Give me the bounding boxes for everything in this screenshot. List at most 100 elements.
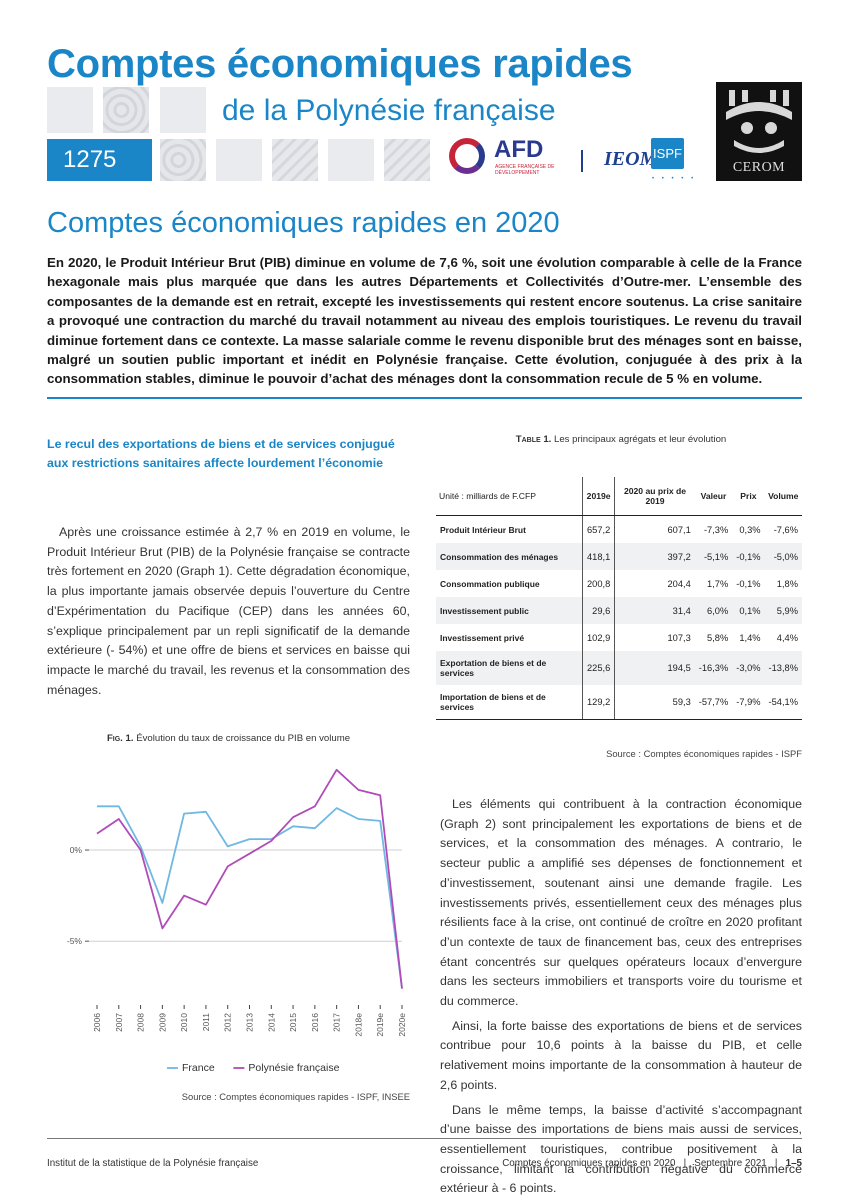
cell-2020: 59,3 <box>614 685 695 720</box>
table-caption: Table 1. Les principaux agrégats et leur… <box>440 434 802 445</box>
cell-volume: -13,8% <box>764 651 802 685</box>
cell-valeur: 5,8% <box>707 632 729 643</box>
x-tick-label: 2015 <box>288 1013 298 1032</box>
series-line-france <box>97 805 403 989</box>
table-row: Importation de biens et de services 129,… <box>436 685 802 720</box>
cell-prix: -7,9% <box>732 685 765 720</box>
x-tick-label: 2010 <box>179 1013 189 1032</box>
row-label: Consommation des ménages <box>436 543 583 570</box>
footer-date: Septembre 2021 <box>694 1158 767 1169</box>
series-line-polyn-sie-fran-aise <box>96 768 403 989</box>
cell-prix: 1,4% <box>739 632 761 643</box>
cell-valeur: 6,0% <box>694 597 733 624</box>
table-col-header: Valeur <box>694 477 733 516</box>
header-tile <box>47 87 93 133</box>
table-col-header: 2020 au prix de 2019 <box>614 477 695 516</box>
right-paragraph: Dans le même temps, la baisse d’activité… <box>440 1102 802 1196</box>
afd-logo-tagline: AGENCE FRANÇAISE DE DÉVELOPPEMENT <box>495 164 555 176</box>
table-caption-text: Les principaux agrégats et leur évolutio… <box>551 434 727 445</box>
cell-2020: 204,4 <box>614 570 695 597</box>
x-tick-label: 2016 <box>310 1013 320 1032</box>
figure-caption-text: Évolution du taux de croissance du PIB e… <box>133 733 351 744</box>
section-heading: Le recul des exportations de biens et de… <box>47 437 395 470</box>
cell-volume: -7,6% <box>773 524 798 535</box>
table-row: Investissement public 29,6 31,4 6,0% 0,1… <box>436 597 802 624</box>
cell-prix: 0,3% <box>739 524 761 535</box>
cell-2019: 200,8 <box>581 570 615 597</box>
x-tick-label: 2009 <box>157 1013 167 1032</box>
right-paragraph: Ainsi, la forte baisse des exportations … <box>440 1018 802 1092</box>
aggregates-table: Unité : milliards de F.CFP 2019e 2020 au… <box>436 477 802 720</box>
cell-valeur: -5,1% <box>694 543 733 570</box>
footer-pages: 1–5 <box>785 1158 802 1169</box>
header-tile <box>103 87 149 133</box>
cell-valeur: 1,7% <box>707 578 729 589</box>
divider <box>47 397 802 399</box>
header-tile <box>160 87 206 133</box>
x-tick-label: 2008 <box>136 1013 146 1032</box>
article-title: Comptes économiques rapides en 2020 <box>47 207 560 239</box>
header-tile <box>384 139 430 181</box>
cell-2019: 657,2 <box>581 515 615 543</box>
publication-subtitle: de la Polynésie française <box>222 94 556 127</box>
footer-separator: | <box>774 1158 778 1169</box>
cell-2019: 102,9 <box>581 624 615 651</box>
table-caption-prefix: Table 1. <box>515 434 552 445</box>
table-row: Investissement privé 102,9 107,3 5,8% 1,… <box>436 624 802 651</box>
x-tick-label: 2013 <box>245 1013 255 1032</box>
x-tick-label: 2014 <box>266 1013 276 1032</box>
cell-prix: -3,0% <box>732 651 765 685</box>
table-row: Produit Intérieur Brut 657,2 607,1 -7,3%… <box>436 515 802 543</box>
row-label: Investissement privé <box>440 632 525 643</box>
figure-caption: Fig. 1. Évolution du taux de croissance … <box>47 733 410 744</box>
cell-2020: 397,2 <box>614 543 695 570</box>
footer-separator: | <box>683 1158 687 1169</box>
article-lead: En 2020, le Produit Intérieur Brut (PIB)… <box>47 255 802 387</box>
table-col-header: Prix <box>732 477 765 516</box>
cell-2019: 225,6 <box>581 651 615 685</box>
y-tick-label: -5% <box>67 936 83 946</box>
x-tick-label: 2011 <box>201 1013 211 1032</box>
figure-source: Source : Comptes économiques rapides - I… <box>181 1091 410 1102</box>
x-tick-label: 2012 <box>223 1013 233 1032</box>
header-tile <box>272 139 318 181</box>
ieom-logo-text: IEOM <box>604 148 658 170</box>
row-label: Importation de biens et de services <box>436 685 583 720</box>
x-tick-label: 2017 <box>332 1013 342 1032</box>
cell-valeur: -57,7% <box>694 685 733 720</box>
table-col-header: Volume <box>764 477 802 516</box>
table-row: Exportation de biens et de services 225,… <box>436 651 802 685</box>
header-tile <box>160 139 206 181</box>
cell-2020: 31,4 <box>614 597 695 624</box>
cell-2019: 418,1 <box>581 543 615 570</box>
publication-title: Comptes économiques rapides <box>47 42 633 86</box>
cerom-logo: CEROM <box>716 82 802 181</box>
table-source: Source : Comptes économiques rapides - I… <box>606 748 802 759</box>
afd-logo-text: AFD <box>494 136 544 163</box>
header-tile <box>216 139 262 181</box>
ispf-logo: ISPF <box>651 138 684 169</box>
x-tick-label: 2007 <box>114 1013 124 1032</box>
row-label: Exportation de biens et de services <box>436 651 583 685</box>
cerom-emblem-icon <box>726 90 792 153</box>
afd-logo-icon <box>449 138 485 174</box>
gdp-growth-chart: 0% -5% 2006 2007 2008 2009 2010 2011 2012 2013 201… <box>67 768 407 1074</box>
cell-volume: 1,8% <box>776 578 798 589</box>
legend-label: Polynésie française <box>248 1062 339 1074</box>
right-paragraph: Les éléments qui contribuent à la contra… <box>440 797 802 1009</box>
x-tick-label: 2020e <box>397 1013 407 1037</box>
table-unit-label: Unité : milliards de F.CFP <box>436 477 583 516</box>
table-row: Consommation des ménages 418,1 397,2 -5,… <box>436 543 802 570</box>
x-tick-label: 2006 <box>92 1013 102 1032</box>
cerom-logo-text: CEROM <box>732 160 786 175</box>
row-label: Investissement public <box>436 597 583 624</box>
footer-institute: Institut de la statistique de la Polynés… <box>47 1158 259 1169</box>
row-label: Produit Intérieur Brut <box>440 524 526 535</box>
row-label: Consommation publique <box>440 578 540 589</box>
legend-label: France <box>182 1062 215 1074</box>
ispf-logo-dots-icon: • • • • • <box>652 176 697 182</box>
cell-2020: 607,1 <box>614 515 695 543</box>
cell-volume: 5,9% <box>764 597 802 624</box>
cell-prix: -0,1% <box>736 578 761 589</box>
table-col-header: 2019e <box>581 477 615 516</box>
